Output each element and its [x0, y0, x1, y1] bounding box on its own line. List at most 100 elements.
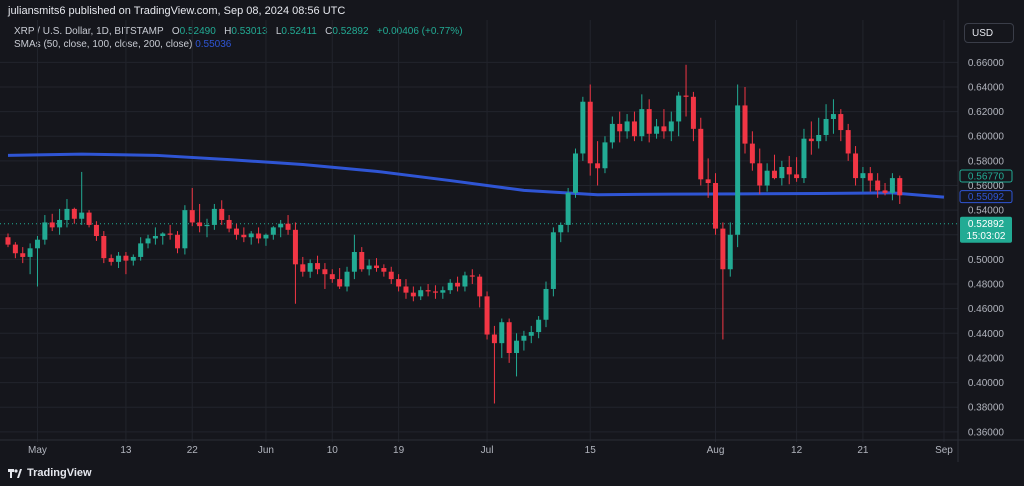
- candle-down: [749, 143, 755, 164]
- candle-up: [462, 275, 468, 287]
- candle-up: [79, 212, 85, 219]
- high-value: 0.53013: [231, 26, 268, 37]
- candle-up: [418, 290, 424, 297]
- y-tick-label: 0.62000: [968, 107, 1005, 118]
- sma-legend[interactable]: SMAs (50, close, 100, close, 200, close)…: [14, 39, 231, 50]
- candle-up: [823, 118, 829, 135]
- candle-down: [853, 153, 859, 179]
- y-tick-label: 0.66000: [968, 58, 1005, 69]
- close-value: 0.52892: [332, 26, 369, 37]
- candle-up: [801, 138, 807, 179]
- candle-up: [499, 322, 505, 344]
- open-label: O: [171, 26, 180, 37]
- candle-down: [5, 237, 11, 245]
- price-tag: [959, 190, 1013, 204]
- candle-up: [830, 114, 836, 119]
- y-tick-label: 0.48000: [968, 280, 1005, 291]
- candle-up: [57, 219, 63, 228]
- candle-down: [197, 222, 203, 227]
- change-value: +0.00406 (+0.77%): [376, 26, 463, 37]
- candle-down: [337, 279, 343, 287]
- x-tick-label: 15: [585, 445, 597, 456]
- x-tick-label: Aug: [707, 445, 725, 456]
- x-tick-label: 10: [327, 445, 339, 456]
- x-tick-label: 13: [120, 445, 132, 456]
- candle-down: [595, 163, 601, 169]
- candle-up: [550, 232, 556, 289]
- candle-up: [351, 252, 357, 272]
- candle-down: [587, 101, 593, 164]
- candle-down: [477, 276, 483, 297]
- candle-down: [93, 224, 99, 236]
- candle-up: [558, 224, 564, 233]
- candle-down: [506, 322, 512, 354]
- candle-down: [646, 109, 652, 134]
- y-tick-label: 0.60000: [968, 132, 1005, 143]
- candle-up: [580, 101, 586, 154]
- candle-up: [152, 235, 158, 239]
- countdown-text: 15:03:02: [967, 231, 1006, 242]
- candle-up: [543, 288, 549, 320]
- candle-down: [108, 258, 114, 262]
- tradingview-logo-icon: [8, 468, 22, 478]
- candle-down: [757, 163, 763, 186]
- candle-down: [189, 210, 195, 223]
- sma-line: [7, 152, 945, 199]
- candle-down: [705, 179, 711, 184]
- candle-up: [727, 234, 733, 270]
- price-tag: [959, 169, 1013, 183]
- candle-up: [204, 224, 210, 227]
- candle-down: [315, 263, 321, 270]
- candle-up: [602, 142, 608, 169]
- candle-down: [875, 180, 881, 191]
- y-tick-label: 0.46000: [968, 304, 1005, 315]
- x-tick-label: Sep: [935, 445, 953, 456]
- candle-up: [572, 153, 578, 193]
- candle-up: [676, 95, 682, 122]
- candle-down: [432, 291, 438, 293]
- candle-up: [514, 340, 520, 354]
- candle-up: [34, 239, 40, 249]
- candle-up: [536, 319, 542, 333]
- candle-down: [285, 223, 291, 230]
- y-tick-label: 0.40000: [968, 378, 1005, 389]
- candle-up: [565, 192, 571, 225]
- last-price-tag: [960, 216, 1012, 243]
- candle-up: [145, 238, 151, 244]
- candle-up: [440, 290, 446, 293]
- candle-down: [241, 234, 247, 238]
- candle-down: [882, 190, 888, 193]
- candle-down: [484, 296, 490, 335]
- candle-up: [116, 255, 122, 262]
- candle-down: [49, 222, 55, 228]
- candle-up: [764, 170, 770, 186]
- candle-up: [779, 167, 785, 179]
- candle-up: [64, 208, 70, 220]
- candle-down: [396, 279, 402, 287]
- currency-button[interactable]: USD: [964, 23, 1014, 43]
- candle-down: [690, 96, 696, 129]
- tradingview-logo[interactable]: TradingView: [8, 467, 92, 479]
- y-tick-label: 0.44000: [968, 329, 1005, 340]
- candle-down: [845, 130, 851, 154]
- candle-down: [661, 126, 667, 132]
- symbol-legend: XRP / U.S. Dollar, 1D, BITSTAMP O0.52490…: [14, 26, 463, 37]
- candle-up: [307, 263, 313, 272]
- candle-up: [654, 126, 660, 134]
- candle-down: [720, 228, 726, 270]
- candle-down: [381, 268, 387, 272]
- candle-down: [300, 264, 306, 272]
- candle-down: [20, 253, 26, 257]
- x-tick-label: May: [28, 445, 47, 456]
- x-tick-label: 19: [393, 445, 405, 456]
- tradingview-brand: TradingView: [27, 467, 92, 479]
- sma-label: SMAs (50, close, 100, close, 200, close): [14, 39, 193, 50]
- candle-down: [794, 174, 800, 179]
- candle-up: [138, 243, 144, 257]
- candle-down: [292, 229, 298, 265]
- candle-up: [278, 223, 284, 228]
- candle-down: [123, 255, 129, 261]
- candle-down: [233, 228, 239, 235]
- symbol-name[interactable]: XRP / U.S. Dollar, 1D, BITSTAMP: [14, 26, 164, 37]
